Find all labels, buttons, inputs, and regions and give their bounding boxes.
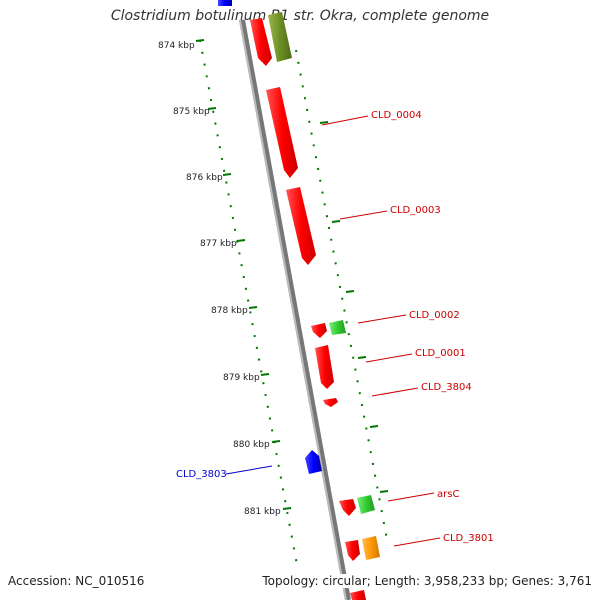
gene-label: CLD_0004 xyxy=(371,110,422,121)
cds-red-feature xyxy=(350,590,366,600)
axis-tick-label: 875 kbp xyxy=(173,107,210,117)
label-leader xyxy=(225,465,273,475)
gene-label: CLD_0003 xyxy=(390,205,441,216)
gene-label: CLD_3801 xyxy=(443,533,494,544)
cds-olive-feature xyxy=(268,12,292,62)
cds-blue-feature xyxy=(305,450,322,474)
outer-ring-ticks xyxy=(319,121,389,493)
axis-tick xyxy=(271,440,281,443)
gene-labels: CLD_0004 CLD_0003 CLD_0002 CLD_0001 CLD_… xyxy=(176,110,494,547)
cds-red-feature xyxy=(266,87,298,178)
inner-dotted-ring xyxy=(199,39,298,566)
gene-label: arsC xyxy=(437,489,459,500)
accession-text: Accession: NC_010516 xyxy=(8,574,145,588)
axis-tick xyxy=(282,507,292,510)
axis-tick-label: 877 kbp xyxy=(200,239,237,249)
axis-tick-label: 878 kbp xyxy=(211,306,248,316)
cds-red-feature xyxy=(345,540,360,561)
cds-blue-feature xyxy=(218,0,232,6)
label-leader xyxy=(371,387,419,397)
topology-text: Topology: circular; Length: 3,958,233 bp… xyxy=(258,574,592,588)
axis-tick-label: 881 kbp xyxy=(244,507,281,517)
cds-red-feature xyxy=(286,187,316,265)
gene-label: CLD_0001 xyxy=(415,348,466,359)
cds-red-feature xyxy=(323,398,338,407)
label-leader xyxy=(339,210,388,220)
gene-features xyxy=(218,0,380,600)
axis-tick xyxy=(207,107,217,110)
axis-tick xyxy=(195,39,205,42)
cds-green-feature xyxy=(357,495,375,514)
cds-red-feature xyxy=(311,323,327,338)
axis-tick-label: 874 kbp xyxy=(158,41,195,51)
axis-tick xyxy=(222,173,232,176)
axis-tick xyxy=(260,373,270,376)
label-leader xyxy=(365,353,413,363)
label-leader xyxy=(357,314,407,324)
cds-green-feature xyxy=(329,320,346,335)
axis-ticks: 874 kbp 875 kbp 876 kbp 877 kbp 878 kbp … xyxy=(158,39,292,517)
cds-red-feature xyxy=(250,18,272,66)
label-leader xyxy=(387,492,435,502)
genome-title: Clostridium botulinum B1 str. Okra, comp… xyxy=(110,8,490,24)
axis-tick xyxy=(236,239,246,242)
axis-tick-label: 880 kbp xyxy=(233,440,270,450)
gene-label: CLD_3803 xyxy=(176,469,227,480)
cds-red-feature xyxy=(315,345,334,389)
axis-tick-label: 876 kbp xyxy=(186,173,223,183)
cds-orange-feature xyxy=(362,536,380,560)
gene-label: CLD_3804 xyxy=(421,382,472,393)
gene-label: CLD_0002 xyxy=(409,310,460,321)
backbone xyxy=(239,19,351,600)
axis-tick xyxy=(248,306,258,309)
cds-red-feature xyxy=(339,499,356,516)
label-leader xyxy=(321,115,369,126)
label-leader xyxy=(393,537,441,547)
axis-tick-label: 879 kbp xyxy=(223,373,260,383)
